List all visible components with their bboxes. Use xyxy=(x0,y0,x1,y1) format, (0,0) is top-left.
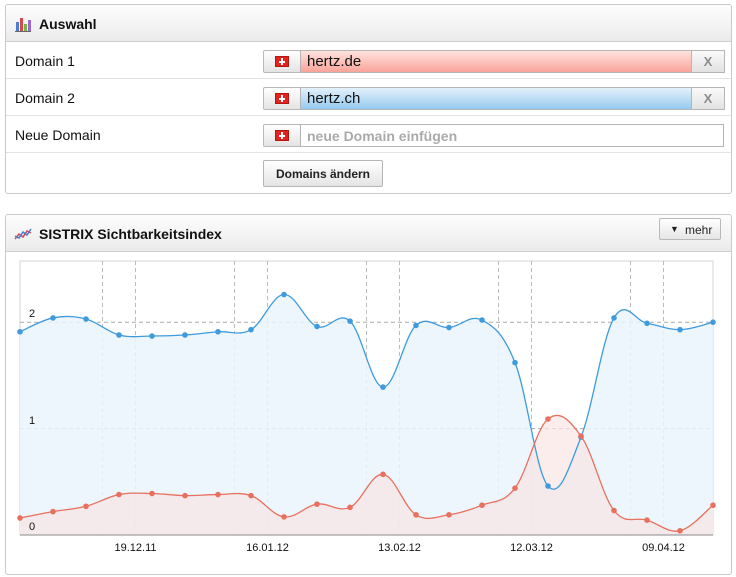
data-point-hertz-ch xyxy=(182,332,188,338)
data-point-hertz-ch xyxy=(314,323,320,330)
data-point-hertz-ch xyxy=(512,359,518,366)
selection-panel-title: Auswahl xyxy=(39,16,97,32)
data-point-hertz-de xyxy=(116,491,122,498)
visibility-chart-svg xyxy=(17,260,716,536)
visibility-chart: 0 1 2 19.12.11 16.01.12 13.02.12 12.03.12 09.04… xyxy=(6,253,728,573)
data-point-hertz-de xyxy=(281,514,287,520)
data-point-hertz-de xyxy=(17,515,23,521)
data-point-hertz-ch xyxy=(215,328,221,335)
data-point-hertz-ch xyxy=(116,332,122,338)
x-tick-label: 16.01.12 xyxy=(246,542,289,554)
y-tick-label: 1 xyxy=(29,414,36,427)
more-button[interactable]: ▼ mehr xyxy=(659,218,721,240)
y-tick-label: 2 xyxy=(29,308,36,321)
data-point-hertz-de xyxy=(347,504,353,511)
swiss-flag-icon xyxy=(275,56,289,67)
data-point-hertz-ch xyxy=(248,326,254,333)
visibility-panel-title: SISTRIX Sichtbarkeitsindex xyxy=(39,226,222,242)
data-point-hertz-ch xyxy=(281,291,287,298)
data-point-hertz-ch xyxy=(710,319,716,325)
data-point-hertz-ch xyxy=(479,317,485,323)
domain-1-clear-button[interactable]: X xyxy=(691,50,725,73)
domain-2-row: Domain 2 X xyxy=(6,79,731,116)
swiss-flag-icon xyxy=(275,93,289,104)
y-tick-label: 0 xyxy=(29,521,36,533)
selection-panel-header: Auswahl xyxy=(6,5,731,42)
data-point-hertz-ch xyxy=(413,322,419,329)
data-point-hertz-ch xyxy=(545,483,551,489)
data-point-hertz-de xyxy=(314,501,320,507)
data-point-hertz-de xyxy=(644,517,650,523)
data-point-hertz-de xyxy=(182,492,188,499)
data-point-hertz-de xyxy=(512,485,518,491)
data-point-hertz-ch xyxy=(149,333,155,339)
data-point-hertz-ch xyxy=(17,328,23,335)
domain-1-label: Domain 1 xyxy=(15,53,75,69)
bar-chart-icon xyxy=(14,16,32,32)
data-point-hertz-de xyxy=(479,502,485,509)
domain-2-country-button[interactable] xyxy=(263,87,301,110)
data-point-hertz-de xyxy=(578,433,584,439)
data-point-hertz-de xyxy=(248,492,254,499)
new-domain-country-button[interactable] xyxy=(263,124,301,147)
domain-2-input[interactable] xyxy=(300,87,692,110)
data-point-hertz-ch xyxy=(347,318,353,324)
domain-1-country-button[interactable] xyxy=(263,50,301,73)
data-point-hertz-de xyxy=(611,507,617,514)
data-point-hertz-de xyxy=(545,416,551,422)
data-point-hertz-de xyxy=(380,471,386,478)
new-domain-row: Neue Domain xyxy=(6,116,731,153)
data-point-hertz-ch xyxy=(83,316,89,322)
data-point-hertz-ch xyxy=(611,315,617,321)
new-domain-input[interactable] xyxy=(300,124,724,147)
submit-row: Domains ändern xyxy=(6,153,731,193)
x-tick-label: 19.12.11 xyxy=(114,542,157,554)
x-tick-label: 09.04.12 xyxy=(642,542,685,554)
data-point-hertz-ch xyxy=(446,324,452,331)
data-point-hertz-de xyxy=(149,490,155,497)
area-hertz-de xyxy=(20,415,713,535)
change-domains-button[interactable]: Domains ändern xyxy=(263,160,383,187)
data-point-hertz-de xyxy=(413,511,419,518)
series-line-hertz-de xyxy=(19,414,714,532)
chevron-down-icon: ▼ xyxy=(670,224,679,234)
domain-2-clear-button[interactable]: X xyxy=(691,87,725,110)
domain-2-label: Domain 2 xyxy=(15,90,75,106)
data-point-hertz-de xyxy=(446,511,452,518)
data-point-hertz-ch xyxy=(644,320,650,327)
x-tick-label: 13.02.12 xyxy=(378,542,421,554)
more-button-label: mehr xyxy=(685,223,713,237)
line-chart-icon xyxy=(14,226,32,242)
selection-panel: Auswahl Domain 1 X Domain 2 X Neue Domai… xyxy=(5,4,732,194)
data-point-hertz-de xyxy=(50,508,56,515)
data-point-hertz-ch xyxy=(380,384,386,390)
data-point-hertz-ch xyxy=(677,326,683,333)
domain-1-input[interactable] xyxy=(300,50,692,73)
data-point-hertz-de xyxy=(677,527,683,534)
domain-1-row: Domain 1 X xyxy=(6,42,731,79)
x-tick-label: 12.03.12 xyxy=(510,542,553,554)
new-domain-label: Neue Domain xyxy=(15,127,101,143)
data-point-hertz-de xyxy=(215,491,221,498)
swiss-flag-icon xyxy=(275,130,289,141)
data-point-hertz-de xyxy=(710,502,716,509)
data-point-hertz-de xyxy=(83,503,89,510)
data-point-hertz-ch xyxy=(50,315,56,321)
visibility-panel-header: SISTRIX Sichtbarkeitsindex ▼ mehr xyxy=(6,215,731,252)
